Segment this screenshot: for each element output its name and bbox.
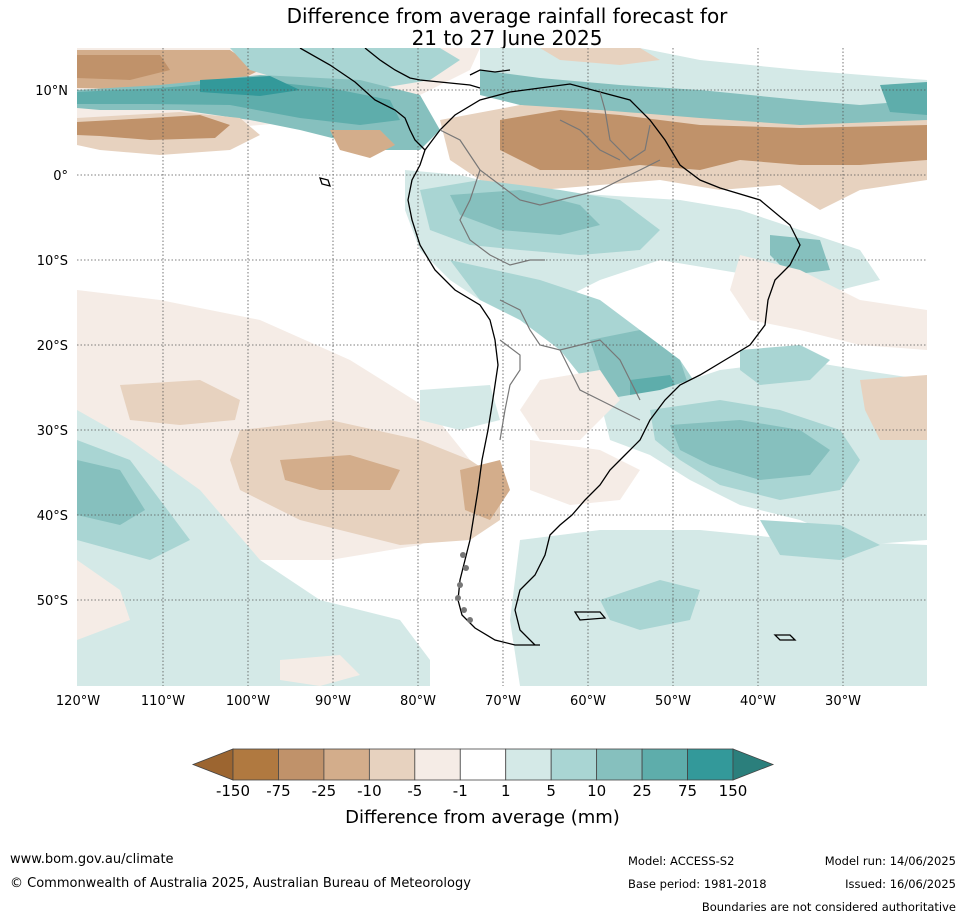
lon-label: 70°W: [485, 694, 521, 709]
issued-date: Issued: 16/06/2025: [845, 877, 956, 891]
lon-label: 80°W: [400, 694, 436, 709]
map-title-line2: 21 to 27 June 2025: [411, 26, 603, 50]
lon-label: 100°W: [226, 694, 270, 709]
colorbar-tick-label: 1: [500, 782, 511, 800]
latitude-labels: 10°N 0° 10°S 20°S 30°S 40°S 50°S: [35, 84, 68, 609]
colorbar-swatch: [687, 748, 734, 781]
patagonia-islands: [455, 552, 473, 623]
rainfall-anomaly-field: [77, 48, 927, 686]
colorbar-swatch: [641, 748, 688, 781]
lon-label: 90°W: [315, 694, 351, 709]
lat-label: 30°S: [37, 424, 68, 439]
colorbar-tick-label: 150: [718, 782, 748, 800]
lon-label: 60°W: [570, 694, 606, 709]
lat-label: 50°S: [37, 594, 68, 609]
colorbar-swatch: [414, 748, 461, 781]
colorbar-tick-label: 10: [587, 782, 607, 800]
boundaries-disclaimer: Boundaries are not considered authoritat…: [701, 900, 956, 914]
colorbar-tick-label: -75: [266, 782, 291, 800]
lon-label: 50°W: [655, 694, 691, 709]
colorbar-tick-label: 25: [632, 782, 652, 800]
model-name: Model: ACCESS-S2: [628, 854, 735, 868]
lat-label: 20°S: [37, 339, 68, 354]
colorbar-extend-high: [732, 748, 775, 781]
colorbar-extend-low: [191, 748, 234, 781]
colorbar-tick-label: -150: [215, 782, 251, 800]
colorbar-swatch: [323, 748, 370, 781]
colorbar-swatch: [459, 748, 507, 781]
colorbar-tick-label: -1: [452, 782, 468, 800]
base-period: Base period: 1981-2018: [628, 877, 767, 891]
colorbar-swatch: [505, 748, 552, 781]
colorbar: [191, 748, 775, 781]
country-borders: [439, 91, 661, 441]
website-link[interactable]: www.bom.gov.au/climate: [10, 852, 174, 867]
coastlines: [299, 48, 801, 646]
lon-label: 30°W: [825, 694, 861, 709]
lat-label: 0°: [53, 169, 68, 184]
lon-label: 40°W: [740, 694, 776, 709]
copyright-text: © Commonwealth of Australia 2025, Austra…: [10, 876, 471, 891]
lon-label: 110°W: [141, 694, 185, 709]
lat-label: 40°S: [37, 509, 68, 524]
colorbar-title: Difference from average (mm): [345, 807, 620, 828]
longitude-labels: 120°W 110°W 100°W 90°W 80°W 70°W 60°W 50…: [56, 694, 861, 709]
map-title-line1: Difference from average rainfall forecas…: [286, 4, 728, 28]
colorbar-tick-label: 5: [546, 782, 556, 800]
colorbar-swatch: [368, 748, 416, 781]
lat-label: 10°N: [35, 84, 68, 99]
colorbar-tick-label: -10: [357, 782, 382, 800]
colorbar-swatch: [232, 748, 279, 781]
colorbar-swatch: [596, 748, 643, 781]
colorbar-swatch: [278, 748, 325, 781]
lon-label: 120°W: [56, 694, 100, 709]
colorbar-tick-label: -5: [407, 782, 423, 800]
model-run-date: Model run: 14/06/2025: [824, 854, 956, 868]
colorbar-tick-label: -25: [311, 782, 337, 800]
lat-label: 10°S: [37, 254, 68, 269]
colorbar-swatch: [550, 748, 598, 781]
colorbar-tick-label: 75: [677, 782, 698, 800]
